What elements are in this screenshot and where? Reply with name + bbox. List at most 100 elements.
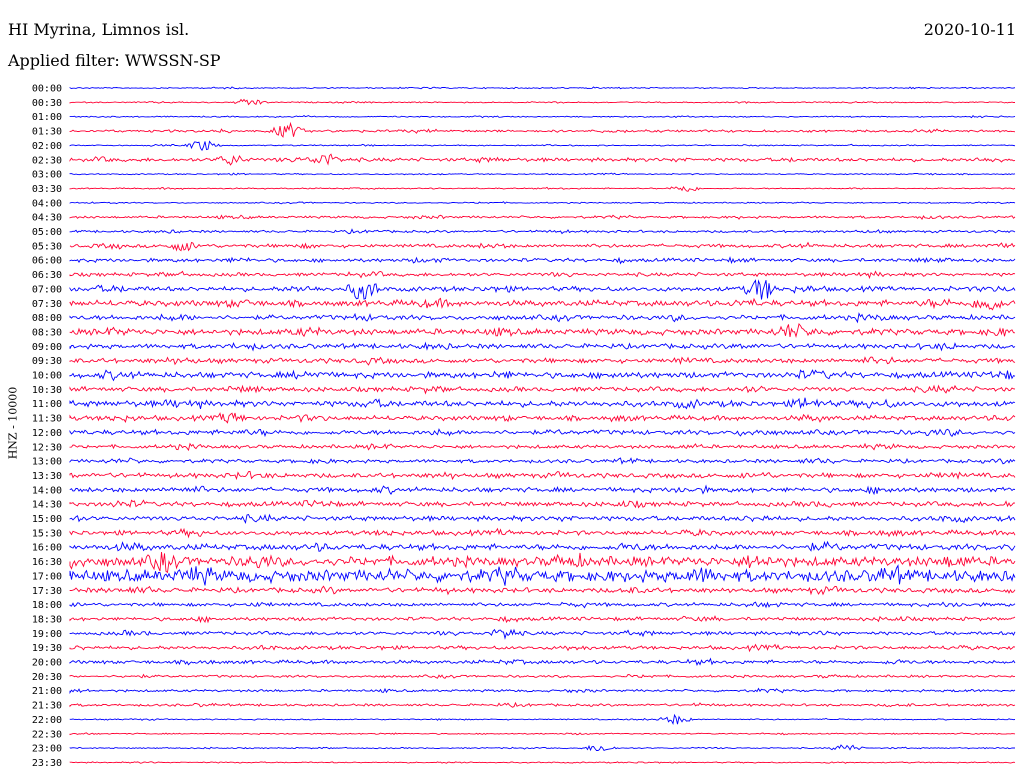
row-time-label: 15:30: [32, 528, 62, 539]
row-time-label: 17:30: [32, 586, 62, 597]
trace-row: [69, 397, 1016, 410]
trace-row: [69, 153, 1016, 166]
trace-row: [69, 86, 1016, 90]
trace-row: [69, 442, 1016, 452]
row-time-label: 08:00: [32, 313, 62, 324]
trace-row: [69, 484, 1016, 496]
trace-row: [69, 761, 1016, 764]
trace-row: [69, 687, 1016, 695]
trace-row: [69, 369, 1016, 382]
row-time-label: 09:00: [32, 342, 62, 353]
row-time-label: 18:30: [32, 614, 62, 625]
trace-row: [69, 121, 1016, 138]
trace-row: [69, 256, 1016, 265]
trace-row: [69, 615, 1016, 624]
trace-row: [69, 279, 1016, 300]
row-time-label: 19:30: [32, 643, 62, 654]
row-time-label: 16:00: [32, 543, 62, 554]
row-time-label: 04:00: [32, 198, 62, 209]
trace-row: [69, 513, 1016, 525]
row-time-label: 17:00: [32, 571, 62, 582]
row-time-label: 06:00: [32, 256, 62, 267]
row-time-label: 00:30: [32, 98, 62, 109]
row-time-label: 11:30: [32, 414, 62, 425]
row-time-label: 10:30: [32, 385, 62, 396]
row-time-label: 12:00: [32, 428, 62, 439]
trace-row: [69, 428, 1016, 438]
filter-label: Applied filter: WWSSN-SP: [8, 51, 221, 70]
row-time-label: 09:30: [32, 356, 62, 367]
trace-row: [69, 540, 1016, 552]
row-time-label: 19:00: [32, 629, 62, 640]
row-time-label: 00:00: [32, 84, 62, 95]
row-time-label: 12:30: [32, 442, 62, 453]
row-time-label: 08:30: [32, 327, 62, 338]
trace-row: [69, 673, 1016, 679]
trace-row: [69, 744, 1015, 752]
row-time-label: 22:30: [32, 729, 62, 740]
row-time-label: 13:30: [32, 471, 62, 482]
row-time-label: 22:00: [32, 715, 62, 726]
trace-row: [69, 628, 1016, 640]
row-time-label: 02:00: [32, 141, 62, 152]
trace-row: [69, 527, 1016, 539]
trace-row: [69, 356, 1016, 366]
trace-row: [69, 312, 1016, 324]
trace-row: [69, 551, 1016, 574]
trace-row: [69, 732, 1016, 736]
row-time-label: 13:00: [32, 457, 62, 468]
date-label: 2020-10-11: [923, 20, 1016, 39]
trace-row: [69, 228, 1016, 235]
trace-row: [69, 643, 1016, 653]
trace-row: [69, 499, 1016, 509]
row-time-label: 07:30: [32, 299, 62, 310]
trace-row: [69, 384, 1016, 395]
trace-row: [69, 412, 1016, 424]
row-time-label: 20:00: [32, 658, 62, 669]
trace-row: [69, 140, 1016, 152]
trace-row: [69, 564, 1016, 586]
row-time-label: 03:00: [32, 170, 62, 181]
trace-row: [69, 470, 1016, 481]
trace-row: [69, 185, 1016, 192]
row-time-label: 14:30: [32, 500, 62, 511]
row-time-label: 05:00: [32, 227, 62, 238]
row-time-label: 05:30: [32, 241, 62, 252]
trace-row: [69, 270, 1016, 280]
row-time-label: 01:00: [32, 112, 62, 123]
row-time-label: 23:30: [32, 758, 62, 769]
trace-row: [69, 713, 1016, 725]
trace-row: [69, 457, 1016, 465]
row-time-label: 06:30: [32, 270, 62, 281]
trace-row: [69, 585, 1016, 596]
row-time-label: 11:00: [32, 399, 62, 410]
trace-row: [69, 297, 1016, 311]
trace-row: [69, 201, 1016, 205]
row-time-label: 14:00: [32, 485, 62, 496]
trace-row: [69, 98, 1015, 106]
trace-row: [69, 657, 1016, 666]
row-time-label: 04:30: [32, 213, 62, 224]
row-time-label: 15:00: [32, 514, 62, 525]
row-time-label: 21:30: [32, 701, 62, 712]
station-title: HI Myrina, Limnos isl.: [8, 20, 190, 39]
row-time-label: 03:30: [32, 184, 62, 195]
row-time-label: 20:30: [32, 672, 62, 683]
row-time-label: 18:00: [32, 600, 62, 611]
trace-row: [69, 341, 1016, 352]
trace-row: [69, 601, 1016, 609]
row-time-label: 23:00: [32, 744, 62, 755]
row-time-label: 21:00: [32, 686, 62, 697]
row-time-label: 10:00: [32, 371, 62, 382]
trace-row: [69, 241, 1016, 252]
row-time-label: 07:00: [32, 284, 62, 295]
trace-row: [69, 115, 1016, 119]
trace-row: [69, 214, 1016, 220]
row-time-label: 01:30: [32, 127, 62, 138]
trace-row: [69, 323, 1016, 339]
row-time-label: 02:30: [32, 155, 62, 166]
row-time-label: 16:30: [32, 557, 62, 568]
trace-row: [69, 701, 1016, 708]
trace-row: [69, 172, 1016, 176]
